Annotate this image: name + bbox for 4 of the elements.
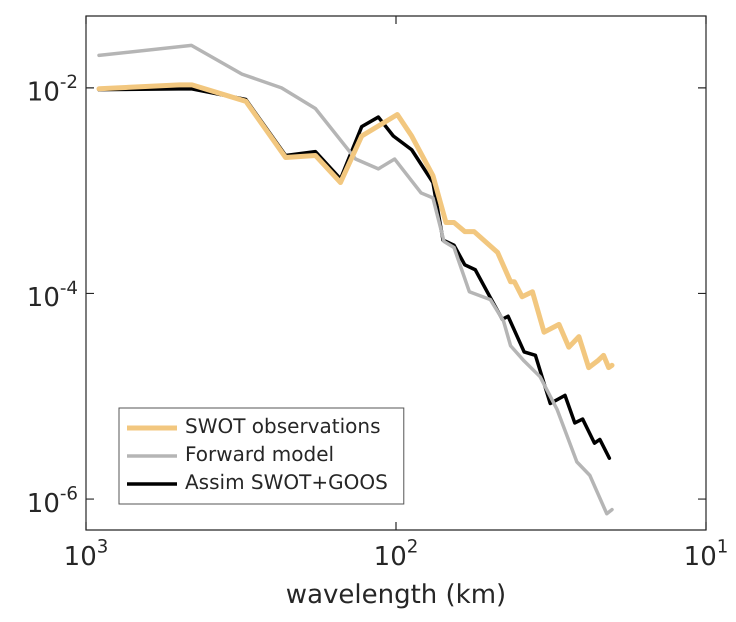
legend-label: Forward model xyxy=(185,442,334,466)
legend-label: Assim SWOT+GOOS xyxy=(185,470,388,494)
x-axis-title: wavelength (km) xyxy=(286,580,506,610)
legend-label: SWOT observations xyxy=(185,414,380,438)
